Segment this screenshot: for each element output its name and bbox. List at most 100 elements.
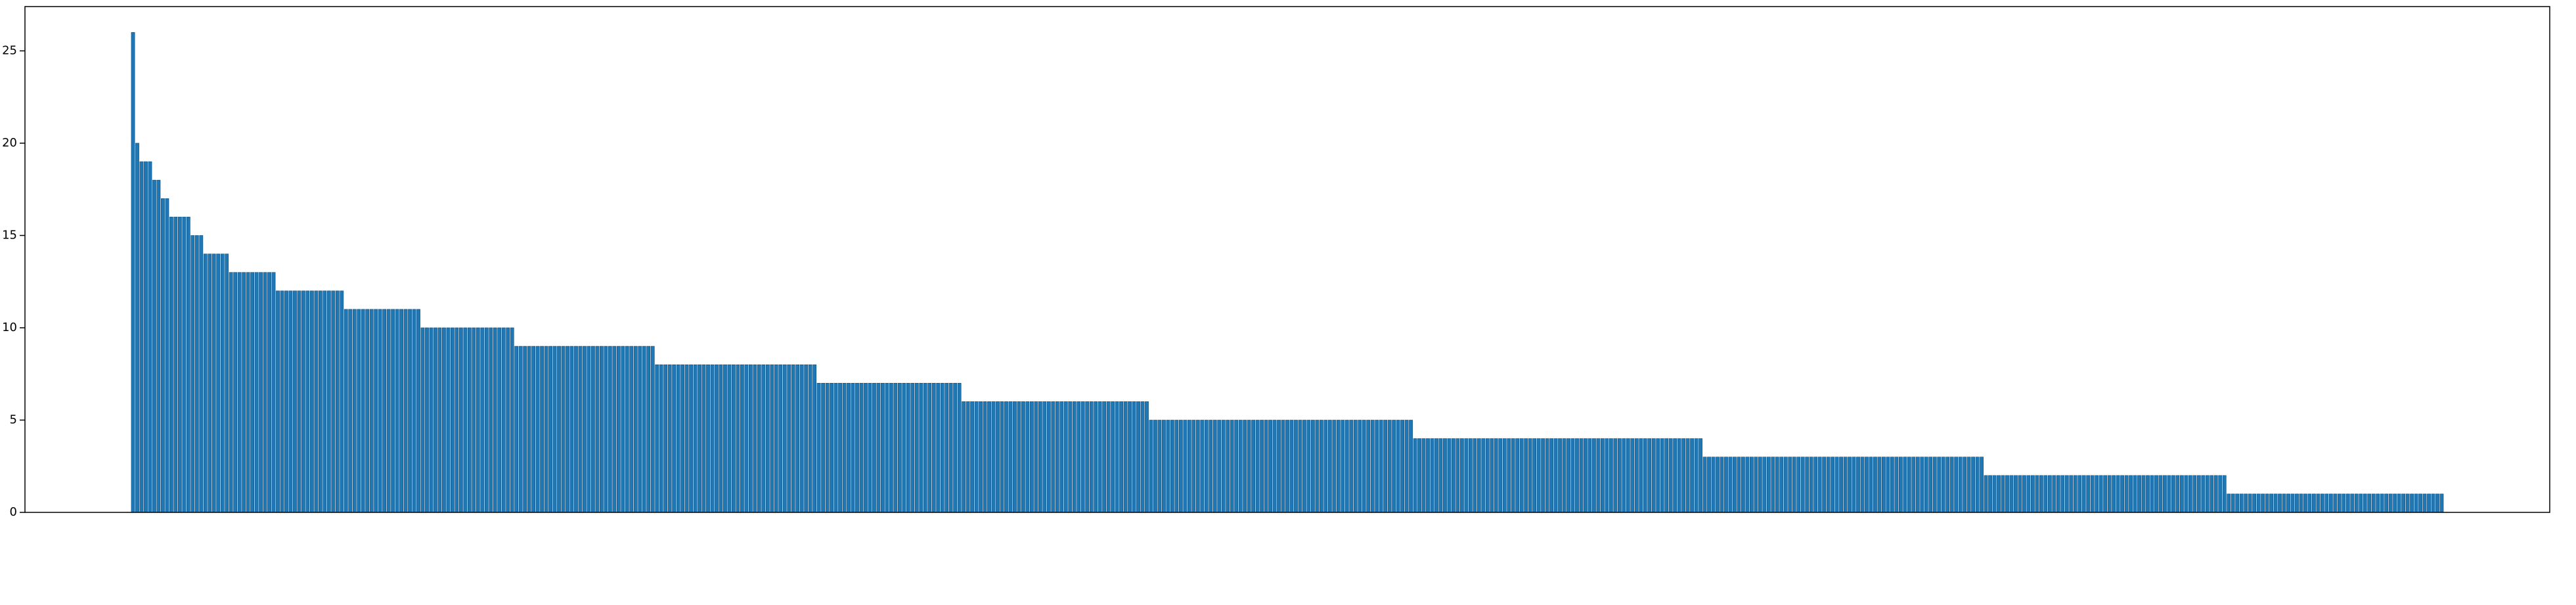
bar bbox=[1839, 457, 1843, 513]
bar bbox=[1737, 457, 1741, 513]
bar bbox=[1438, 438, 1443, 513]
bar bbox=[225, 254, 229, 513]
bar bbox=[876, 382, 881, 513]
bar bbox=[1894, 457, 1899, 513]
bar bbox=[1204, 420, 1209, 513]
bar bbox=[638, 346, 642, 513]
bar bbox=[1166, 420, 1170, 513]
bar bbox=[1029, 401, 1034, 513]
bar bbox=[514, 346, 519, 513]
bar bbox=[774, 364, 778, 513]
bar bbox=[451, 327, 455, 513]
bar bbox=[1890, 457, 1894, 513]
bar bbox=[135, 143, 139, 513]
bar bbox=[633, 346, 638, 513]
bar bbox=[518, 346, 523, 513]
bar bbox=[1046, 401, 1051, 513]
bar bbox=[1387, 420, 1392, 513]
bar bbox=[186, 217, 190, 513]
bar bbox=[2086, 475, 2091, 513]
bar bbox=[757, 364, 761, 513]
bar bbox=[344, 309, 348, 513]
y-tick-label: 15 bbox=[2, 228, 17, 242]
bar bbox=[1903, 457, 1907, 513]
bar bbox=[2005, 475, 2009, 513]
bar bbox=[161, 198, 165, 513]
bar bbox=[868, 382, 872, 513]
bar bbox=[552, 346, 557, 513]
bar bbox=[2064, 475, 2069, 513]
bar bbox=[595, 346, 600, 513]
bar bbox=[1528, 438, 1532, 513]
bar bbox=[1464, 438, 1469, 513]
bar bbox=[412, 309, 416, 513]
bar bbox=[1975, 457, 1980, 513]
bar bbox=[1170, 420, 1174, 513]
bar bbox=[1728, 457, 1733, 513]
bar bbox=[1426, 438, 1430, 513]
bar bbox=[1362, 420, 1366, 513]
bar bbox=[169, 217, 173, 513]
bar bbox=[2095, 475, 2099, 513]
bar bbox=[940, 382, 944, 513]
bar bbox=[288, 290, 293, 513]
bar bbox=[165, 198, 169, 513]
bar bbox=[736, 364, 740, 513]
bar bbox=[914, 382, 919, 513]
bar bbox=[2213, 475, 2218, 513]
bar bbox=[199, 235, 204, 513]
bar bbox=[1988, 475, 1992, 513]
bar bbox=[727, 364, 732, 513]
y-tick-label: 0 bbox=[10, 505, 17, 519]
bar bbox=[2388, 493, 2393, 513]
bar bbox=[501, 327, 506, 513]
bar bbox=[194, 235, 199, 513]
bar bbox=[2252, 493, 2257, 513]
bar bbox=[1080, 401, 1085, 513]
bar bbox=[254, 272, 259, 513]
bar bbox=[748, 364, 753, 513]
bar bbox=[1234, 420, 1239, 513]
bar bbox=[267, 272, 271, 513]
bar bbox=[2069, 475, 2074, 513]
bar bbox=[838, 382, 842, 513]
bar bbox=[744, 364, 749, 513]
bar bbox=[1634, 438, 1639, 513]
bar bbox=[2073, 475, 2077, 513]
bar bbox=[2435, 493, 2439, 513]
bar bbox=[463, 327, 468, 513]
bar bbox=[2018, 475, 2022, 513]
bar bbox=[1754, 457, 1758, 513]
bar bbox=[1941, 457, 1945, 513]
bar bbox=[732, 364, 736, 513]
bar bbox=[1980, 457, 1984, 513]
bar bbox=[1673, 438, 1677, 513]
bar bbox=[2205, 475, 2210, 513]
bar bbox=[1562, 438, 1566, 513]
bar bbox=[2231, 493, 2235, 513]
bar bbox=[1805, 457, 1810, 513]
bar bbox=[1724, 457, 1728, 513]
bar bbox=[1848, 457, 1852, 513]
bar bbox=[2133, 475, 2137, 513]
bar bbox=[910, 382, 915, 513]
bar bbox=[1796, 457, 1801, 513]
bar bbox=[1766, 457, 1771, 513]
bar bbox=[1681, 438, 1686, 513]
y-tick-label: 25 bbox=[2, 43, 17, 57]
bar bbox=[1920, 457, 1924, 513]
bar bbox=[1502, 438, 1507, 513]
bar bbox=[1882, 457, 1886, 513]
bar bbox=[544, 346, 548, 513]
bar bbox=[1485, 438, 1490, 513]
bar bbox=[1341, 420, 1345, 513]
bar bbox=[2359, 493, 2363, 513]
bar bbox=[2107, 475, 2112, 513]
bar bbox=[1268, 420, 1272, 513]
bar bbox=[131, 32, 135, 513]
bar bbox=[322, 290, 327, 513]
bar bbox=[701, 364, 706, 513]
bar bbox=[2265, 493, 2269, 513]
bar bbox=[578, 346, 583, 513]
